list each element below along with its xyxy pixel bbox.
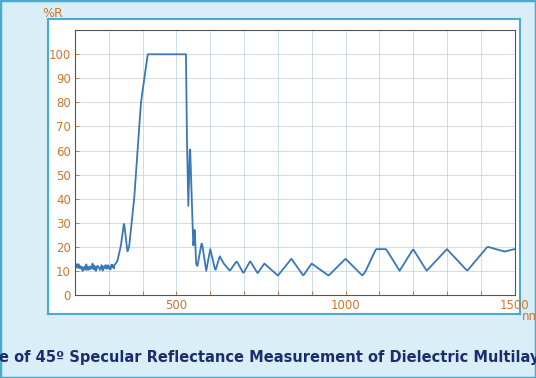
Text: %R: %R xyxy=(42,7,63,20)
Text: Example of 45º Specular Reflectance Measurement of Dielectric Multilayer Film: Example of 45º Specular Reflectance Meas… xyxy=(0,350,536,365)
Text: nm: nm xyxy=(522,310,536,323)
